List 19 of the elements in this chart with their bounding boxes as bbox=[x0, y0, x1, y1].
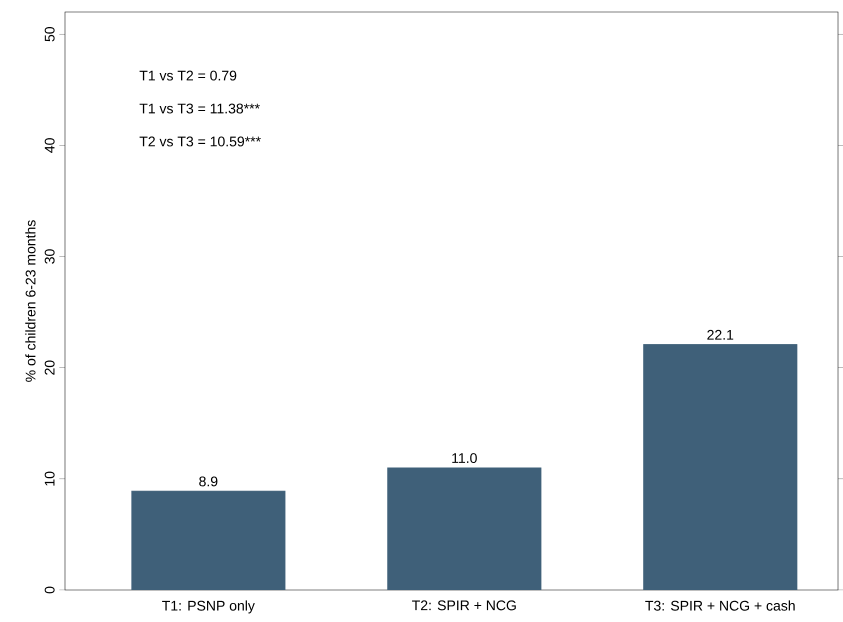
y-axis-title: % of children 6-23 months bbox=[25, 220, 36, 382]
data-label: 8.9 bbox=[199, 476, 218, 486]
bar bbox=[131, 490, 286, 590]
y-tick-label: 0 bbox=[44, 586, 55, 594]
x-tick-label: T1: PSNP only bbox=[162, 600, 255, 614]
y-tick-label: 20 bbox=[44, 360, 55, 375]
x-tick-label: T3: SPIR + NCG + cash bbox=[645, 600, 795, 611]
y-tick-label: 30 bbox=[44, 249, 55, 264]
annotation: T2 vs T3 = 10.59*** bbox=[140, 136, 261, 146]
data-label: 11.0 bbox=[452, 453, 477, 464]
y-tick-label: 10 bbox=[44, 472, 55, 486]
bar bbox=[387, 467, 542, 590]
bar bbox=[643, 344, 798, 590]
annotation: T1 vs T3 = 11.38*** bbox=[140, 104, 260, 114]
x-tick-label: T2: SPIR + NCG bbox=[412, 600, 516, 610]
annotation: T1 vs T2 = 0.79 bbox=[140, 70, 236, 81]
data-label: 22.1 bbox=[707, 330, 734, 340]
y-tick-label: 40 bbox=[44, 138, 55, 153]
y-tick-label: 50 bbox=[44, 26, 55, 42]
